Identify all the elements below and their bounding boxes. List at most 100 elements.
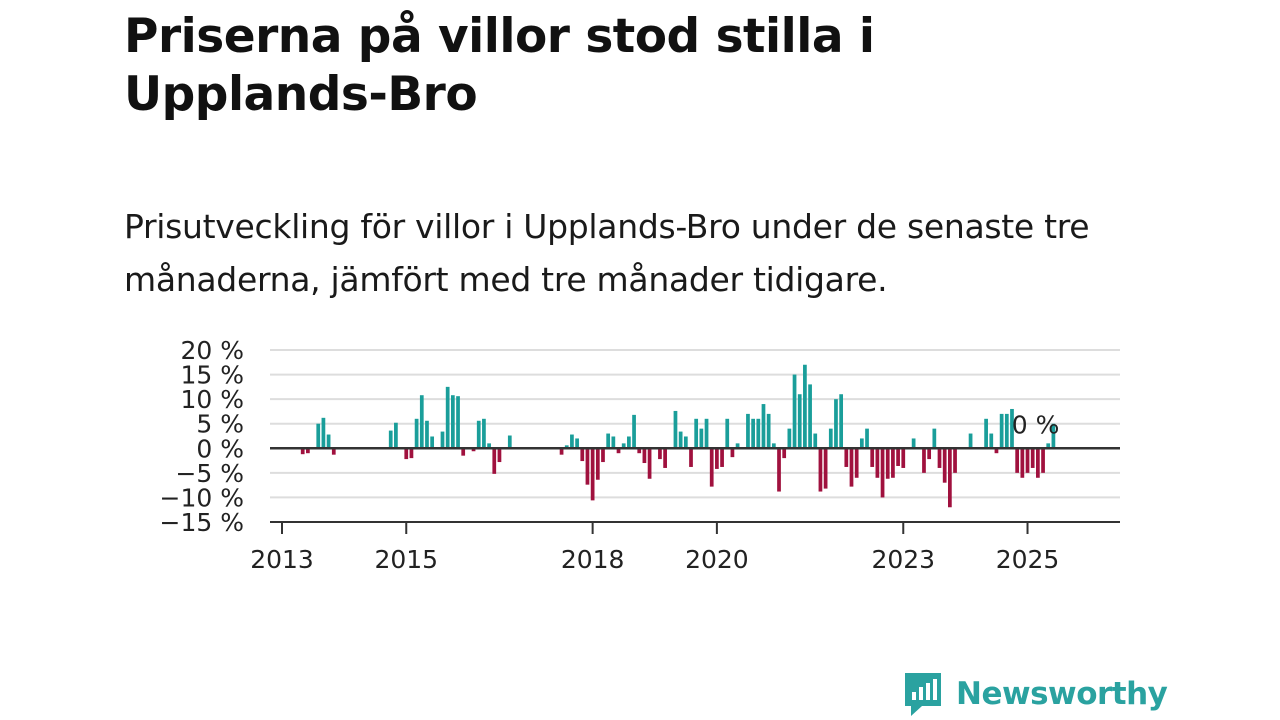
bar: [482, 418, 486, 449]
bar: [409, 448, 414, 459]
bar: [559, 448, 564, 455]
bar: [632, 414, 636, 449]
bar: [570, 434, 574, 449]
bar: [777, 448, 781, 492]
bar: [994, 448, 999, 454]
y-tick-label: −5 %: [175, 459, 244, 488]
bar: [813, 433, 818, 449]
bar: [585, 448, 590, 485]
bar: [1015, 448, 1020, 473]
y-tick-label: 5 %: [196, 410, 244, 439]
bar: [937, 448, 942, 468]
bar: [984, 418, 988, 449]
bar: [927, 448, 932, 460]
bar: [419, 395, 424, 449]
bar: [394, 422, 398, 449]
bar: [953, 448, 957, 473]
bar: [839, 394, 844, 449]
bar: [673, 410, 678, 449]
bar: [823, 448, 828, 489]
bar: [1030, 448, 1035, 468]
x-tick-label: 2018: [561, 545, 625, 574]
bar: [792, 374, 797, 449]
bar: [746, 413, 750, 449]
bar: [880, 448, 885, 498]
bar: [321, 417, 326, 449]
bar: [771, 443, 776, 449]
bar: [580, 448, 585, 462]
bar: [715, 448, 719, 469]
bar: [854, 448, 859, 478]
end-value-label: 0 %: [1012, 411, 1060, 440]
bar: [865, 428, 869, 449]
bar: [808, 384, 812, 449]
bar: [948, 448, 952, 508]
bar: [621, 443, 626, 449]
bar: [306, 448, 310, 454]
bar: [1046, 443, 1051, 449]
bar: [828, 428, 833, 449]
brand-name: Newsworthy: [956, 676, 1168, 712]
y-tick-label: −15 %: [160, 508, 244, 537]
bar-chart: 20 %15 %10 %5 %0 %−5 %−10 %−15 % 2013 201…: [160, 336, 1120, 574]
bar: [606, 433, 611, 449]
bar: [782, 448, 787, 459]
bar: [1020, 448, 1025, 478]
bar: [404, 448, 409, 460]
bar: [922, 448, 926, 473]
y-tick-label: 15 %: [180, 361, 244, 390]
bar: [300, 448, 305, 455]
bar: [476, 420, 481, 449]
bar: [725, 418, 730, 449]
bar: [487, 443, 491, 449]
bar: [678, 431, 683, 449]
bar: [611, 436, 616, 449]
bar: [450, 395, 455, 449]
y-tick-label: 20 %: [180, 336, 244, 365]
chart-title: Priserna på villor stod stilla i Uppland…: [124, 9, 875, 122]
bar: [461, 448, 466, 456]
bar: [885, 448, 890, 479]
bar: [595, 448, 600, 480]
bar: [968, 433, 973, 449]
bar: [751, 418, 755, 449]
bar: [601, 448, 605, 463]
bar: [658, 448, 662, 460]
y-tick-label: 10 %: [180, 385, 244, 414]
bar: [694, 418, 699, 449]
bar: [1004, 413, 1009, 449]
bar: [704, 418, 709, 449]
brand-logo: Newsworthy: [902, 670, 1168, 718]
bar: [642, 448, 647, 464]
y-tick-label: 0 %: [196, 434, 244, 463]
bar: [901, 448, 906, 468]
bar: [875, 448, 880, 478]
bar: [425, 420, 429, 449]
bar: [989, 433, 994, 449]
grid-lines: [270, 349, 1120, 499]
bar: [663, 448, 667, 468]
bar: [999, 413, 1004, 449]
bar: [445, 386, 450, 449]
axes: [270, 447, 1120, 534]
bar: [1051, 423, 1056, 449]
bars: [300, 364, 1056, 508]
bar: [326, 434, 331, 449]
bar: [492, 448, 497, 474]
bar: [456, 396, 460, 449]
x-tick-label: 2025: [996, 545, 1060, 574]
bar: [507, 435, 512, 449]
bar: [471, 448, 476, 452]
bar: [896, 448, 900, 466]
bar: [849, 448, 854, 487]
bar: [1041, 448, 1045, 473]
newsworthy-chart-bubble-icon: [905, 673, 941, 716]
bar: [316, 423, 321, 449]
bar: [761, 404, 766, 449]
bar: [834, 399, 838, 449]
bar: [797, 394, 802, 449]
bar: [787, 428, 792, 449]
bar: [647, 448, 652, 479]
bar: [942, 448, 947, 483]
bar: [911, 438, 916, 449]
